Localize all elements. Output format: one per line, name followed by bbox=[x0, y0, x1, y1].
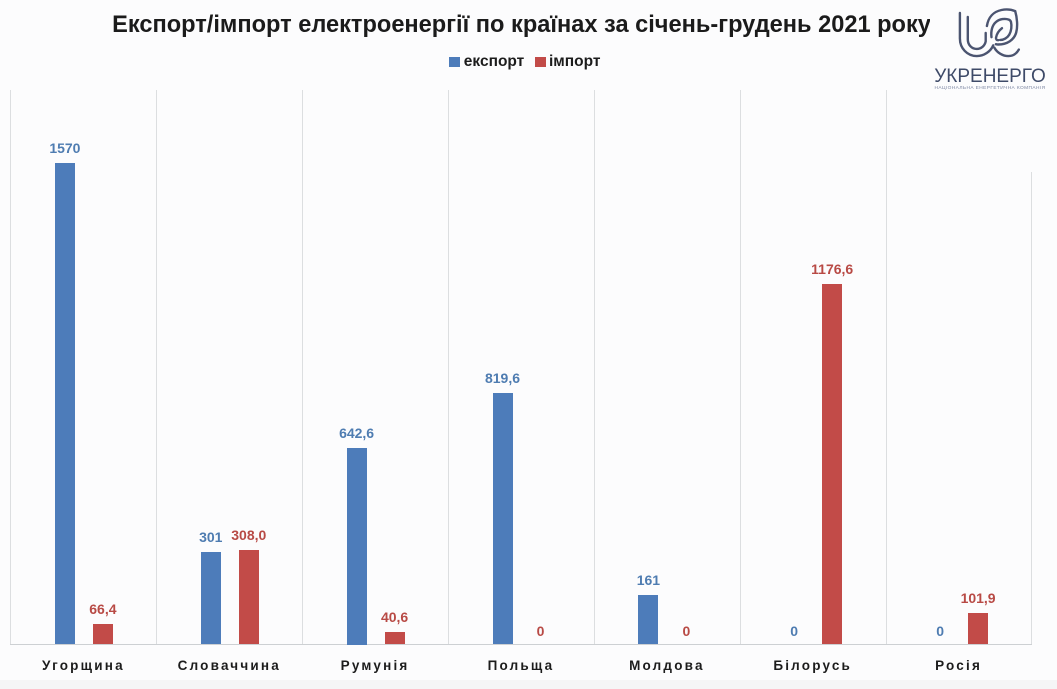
svg-text:УКРЕНЕРГО: УКРЕНЕРГО bbox=[934, 66, 1046, 87]
svg-text:НАЦІОНАЛЬНА ЕНЕРГЕТИЧНА КОМПАН: НАЦІОНАЛЬНА ЕНЕРГЕТИЧНА КОМПАНІЯ bbox=[935, 85, 1046, 91]
